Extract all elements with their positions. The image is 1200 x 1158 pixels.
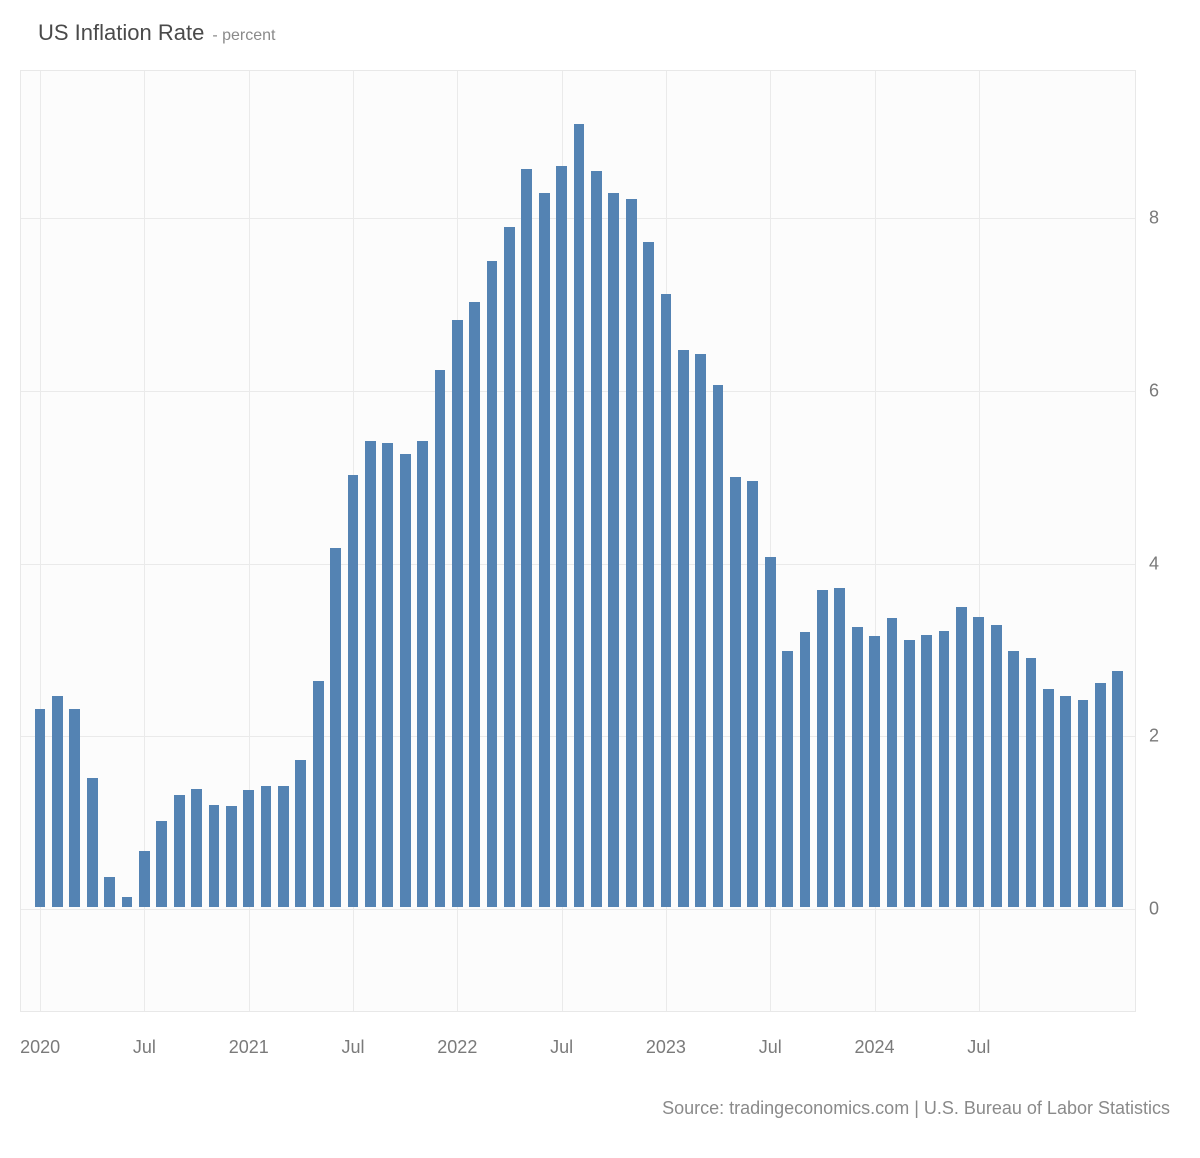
chart-container: US Inflation Rate - percent 024682020Jul… (0, 0, 1200, 1158)
bar (365, 441, 376, 907)
bar (400, 454, 411, 908)
bar (87, 778, 98, 908)
bar (139, 851, 150, 907)
x-axis-tick-label: Jul (133, 1037, 156, 1058)
bar (295, 760, 306, 907)
x-axis-tick-label: Jul (759, 1037, 782, 1058)
bar (382, 443, 393, 907)
bar (417, 441, 428, 908)
bar (313, 681, 324, 907)
y-axis-tick-label: 4 (1149, 553, 1159, 574)
bar (1026, 658, 1037, 908)
bar (1060, 696, 1071, 907)
bar (730, 477, 741, 907)
y-axis-tick-label: 8 (1149, 207, 1159, 228)
source-attribution: Source: tradingeconomics.com | U.S. Bure… (662, 1098, 1170, 1119)
bar (69, 709, 80, 908)
bar (574, 124, 585, 907)
bar (765, 557, 776, 907)
x-axis-tick-label: Jul (550, 1037, 573, 1058)
bar (35, 709, 46, 908)
bar (278, 786, 289, 907)
y-axis-tick-label: 6 (1149, 380, 1159, 401)
bar (504, 227, 515, 907)
bar (921, 635, 932, 907)
bar (852, 627, 863, 907)
bar (261, 786, 272, 907)
bar (1043, 689, 1054, 908)
bar (348, 475, 359, 907)
y-axis-tick-label: 2 (1149, 726, 1159, 747)
bar (469, 302, 480, 907)
x-axis-tick-label: 2021 (229, 1037, 269, 1058)
bar (1078, 700, 1089, 907)
bar (678, 350, 689, 907)
y-axis-tick-label: 0 (1149, 899, 1159, 920)
bar (1095, 683, 1106, 908)
chart-title: US Inflation Rate (38, 20, 204, 46)
bar (782, 651, 793, 908)
bar (156, 821, 167, 907)
bar (713, 385, 724, 907)
chart-title-row: US Inflation Rate - percent (38, 20, 275, 46)
bar (626, 199, 637, 908)
bar (539, 193, 550, 907)
bars-layer (21, 71, 1135, 1011)
x-axis-tick-label: Jul (342, 1037, 365, 1058)
bar (834, 588, 845, 908)
bar (887, 618, 898, 908)
bar (956, 607, 967, 908)
plot-area: 024682020Jul2021Jul2022Jul2023Jul2024Jul (20, 70, 1136, 1012)
chart-subtitle: - percent (212, 27, 275, 45)
bar (487, 261, 498, 907)
x-axis-tick-label: Jul (967, 1037, 990, 1058)
bar (104, 877, 115, 907)
x-axis-tick-label: 2022 (437, 1037, 477, 1058)
bar (904, 640, 915, 907)
bar (243, 790, 254, 908)
bar (1112, 671, 1123, 907)
bar (991, 625, 1002, 908)
bar (452, 320, 463, 908)
bar (591, 171, 602, 907)
bar (174, 795, 185, 907)
bar (435, 370, 446, 908)
bar (608, 193, 619, 907)
bar (747, 481, 758, 907)
bar (122, 897, 133, 907)
bar (869, 636, 880, 907)
bar (973, 617, 984, 907)
bar (191, 789, 202, 907)
bar (800, 632, 811, 907)
bar (209, 805, 220, 907)
plot-outer: 024682020Jul2021Jul2022Jul2023Jul2024Jul (20, 70, 1136, 1012)
bar (1008, 651, 1019, 908)
bar (330, 548, 341, 908)
bar (226, 806, 237, 907)
bar (521, 169, 532, 907)
x-axis-tick-label: 2024 (854, 1037, 894, 1058)
x-axis-tick-label: 2023 (646, 1037, 686, 1058)
bar (817, 590, 828, 907)
bar (939, 631, 950, 908)
bar (643, 242, 654, 907)
x-axis-tick-label: 2020 (20, 1037, 60, 1058)
bar (661, 294, 672, 908)
bar (52, 696, 63, 908)
bar (556, 166, 567, 908)
bar (695, 354, 706, 907)
